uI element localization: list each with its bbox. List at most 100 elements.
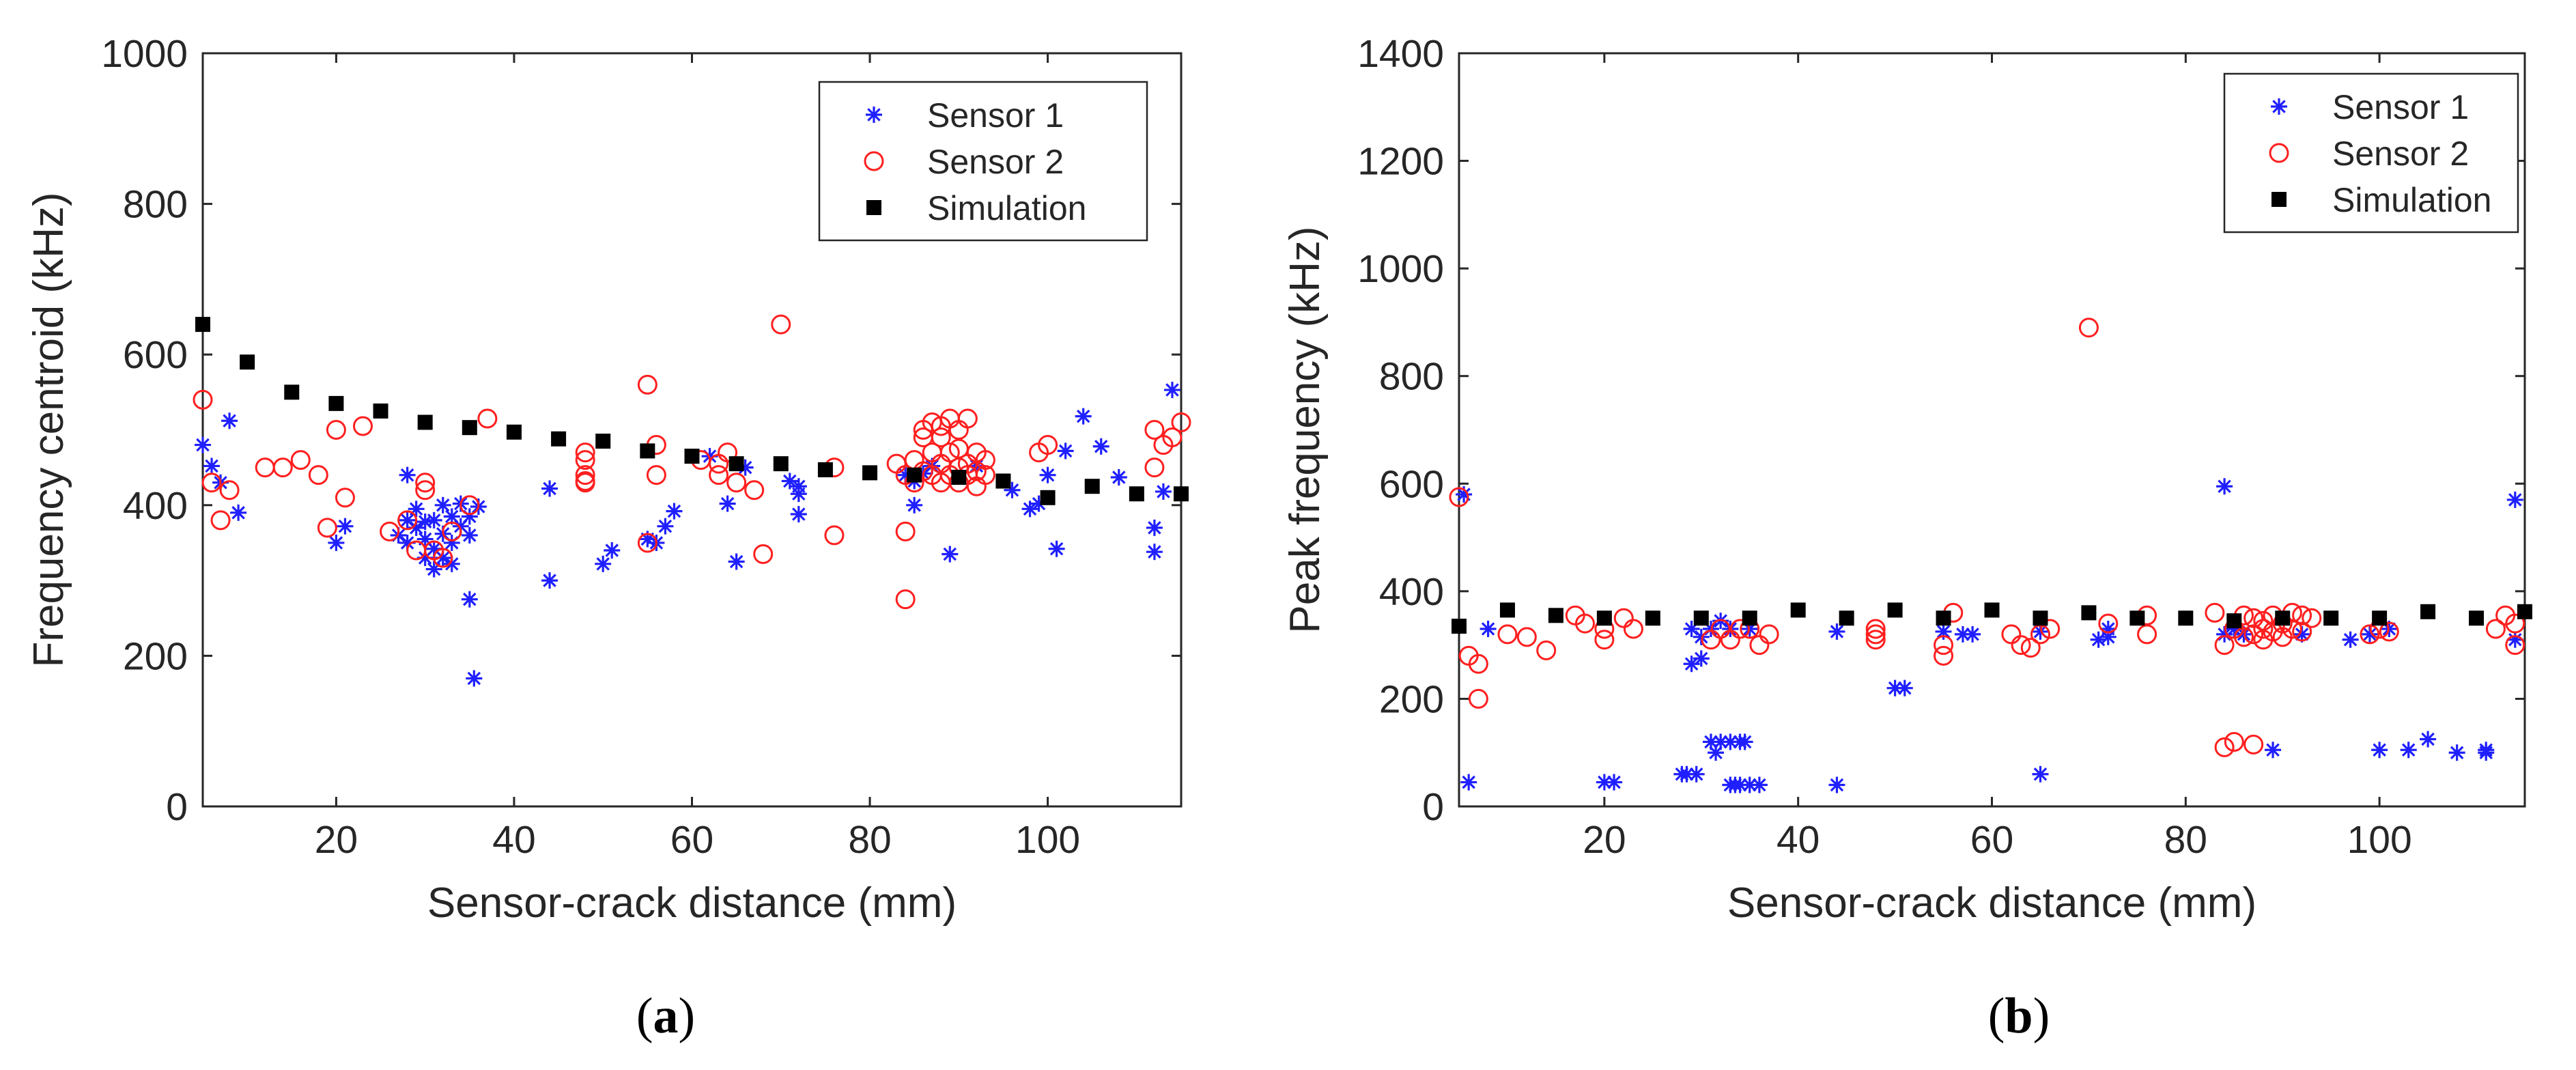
x-tick-label: 60: [670, 818, 713, 862]
point-sensor-1: [1155, 483, 1172, 500]
point-sensor-1: [443, 555, 460, 572]
point-sensor-1: [541, 480, 558, 497]
point-sensor-2: [646, 465, 666, 485]
point-simulation: [1839, 610, 1854, 626]
legend-label-simulation: Simulation: [2332, 181, 2491, 219]
point-sensor-1: [1688, 765, 1705, 783]
point-sensor-1: [425, 511, 442, 529]
y-axis-title: Frequency centroid (kHz): [25, 192, 72, 667]
point-sensor-2: [575, 450, 595, 470]
x-tick-label: 40: [492, 818, 535, 862]
panel-label-open-paren: (: [1988, 988, 2005, 1044]
point-sensor-2: [255, 457, 275, 478]
y-tick-label: 1000: [101, 32, 188, 76]
point-sensor-1: [1736, 733, 1753, 750]
point-sensor-1: [1935, 623, 1952, 640]
y-tick-label: 400: [123, 484, 188, 528]
point-sensor-2: [637, 374, 657, 395]
point-sensor-1: [2400, 742, 2417, 759]
point-sensor-1: [425, 561, 442, 578]
point-sensor-1: [790, 478, 807, 495]
point-sensor-2: [2282, 619, 2302, 639]
point-sensor-1: [1110, 468, 1127, 485]
point-sensor-2: [744, 480, 765, 501]
point-sensor-2: [1144, 420, 1165, 440]
panel-label-letter: b: [2005, 988, 2033, 1044]
point-simulation: [684, 449, 700, 464]
x-tick-label: 60: [1970, 818, 2013, 862]
point-sensor-1: [230, 504, 247, 521]
point-simulation: [728, 456, 744, 472]
point-simulation: [2469, 610, 2485, 626]
point-sensor-1: [408, 501, 425, 518]
point-sensor-2: [193, 389, 213, 410]
series-sensor-2: [1449, 318, 2525, 757]
point-sensor-1: [203, 457, 221, 475]
point-sensor-2: [1865, 624, 1886, 645]
point-sensor-2: [1865, 630, 1886, 650]
y-tick-label: 1000: [1357, 247, 1444, 291]
point-sensor-2: [575, 442, 595, 463]
point-sensor-1: [1964, 625, 1981, 643]
series-sensor-1: [195, 382, 1180, 687]
point-sensor-1: [666, 503, 683, 520]
point-sensor-1: [2506, 631, 2523, 648]
point-sensor-2: [575, 465, 595, 485]
point-sensor-2: [1865, 619, 1886, 639]
point-sensor-2: [1468, 653, 1488, 674]
series-simulation: [195, 317, 1189, 505]
point-sensor-2: [904, 450, 924, 470]
point-sensor-1: [1828, 776, 1845, 793]
x-tick-label: 20: [1583, 818, 1626, 862]
point-sensor-2: [2360, 624, 2380, 645]
point-sensor-2: [415, 480, 436, 501]
point-sensor-2: [1934, 635, 1954, 656]
point-sensor-2: [1730, 619, 1751, 639]
point-simulation: [2226, 613, 2242, 629]
point-simulation: [328, 395, 344, 411]
point-sensor-1: [399, 466, 416, 483]
point-sensor-2: [326, 420, 346, 440]
point-simulation: [240, 354, 255, 370]
point-sensor-2: [1449, 487, 1469, 507]
point-sensor-1: [2448, 744, 2465, 761]
point-sensor-2: [2001, 624, 2022, 645]
point-sensor-1: [2506, 491, 2523, 508]
point-sensor-2: [1171, 412, 1191, 432]
point-sensor-1: [1606, 774, 1623, 791]
point-sensor-1: [1146, 544, 1163, 561]
point-sensor-2: [1623, 619, 1643, 639]
point-sensor-2: [975, 465, 995, 485]
point-sensor-2: [1934, 645, 1954, 666]
point-sensor-1: [1146, 519, 1163, 536]
panel-a: 20 40 60 80 10002004006008001000Sensor-crack…: [25, 32, 1191, 1044]
y-tick-label: 600: [1379, 462, 1444, 506]
legend-label-sensor-2: Sensor 2: [2332, 135, 2469, 173]
point-sensor-1: [2216, 478, 2233, 495]
point-sensor-2: [2253, 619, 2274, 639]
y-tick-label: 1400: [1357, 32, 1444, 76]
point-sensor-2: [210, 510, 231, 531]
point-sensor-1: [1596, 774, 1613, 791]
x-tick-label: 20: [315, 818, 358, 862]
panel-label-open-paren: (: [636, 988, 653, 1044]
point-sensor-2: [931, 427, 951, 448]
y-tick-label: 0: [166, 785, 188, 829]
point-sensor-1: [1460, 774, 1477, 791]
point-sensor-1: [604, 541, 621, 559]
point-simulation: [2178, 610, 2194, 626]
point-sensor-2: [1516, 627, 1537, 647]
point-sensor-2: [2205, 602, 2225, 623]
point-sensor-1: [728, 553, 745, 570]
point-sensor-2: [895, 521, 916, 541]
point-simulation: [2420, 604, 2436, 619]
point-sensor-2: [477, 408, 498, 429]
point-simulation: [1596, 610, 1612, 626]
point-simulation: [1693, 610, 1709, 626]
point-simulation: [2081, 605, 2097, 621]
point-sensor-1: [2032, 765, 2049, 783]
panel-label-letter: a: [653, 988, 679, 1044]
point-simulation: [1936, 610, 1951, 626]
point-sensor-1: [328, 534, 345, 551]
point-sensor-1: [337, 518, 354, 535]
